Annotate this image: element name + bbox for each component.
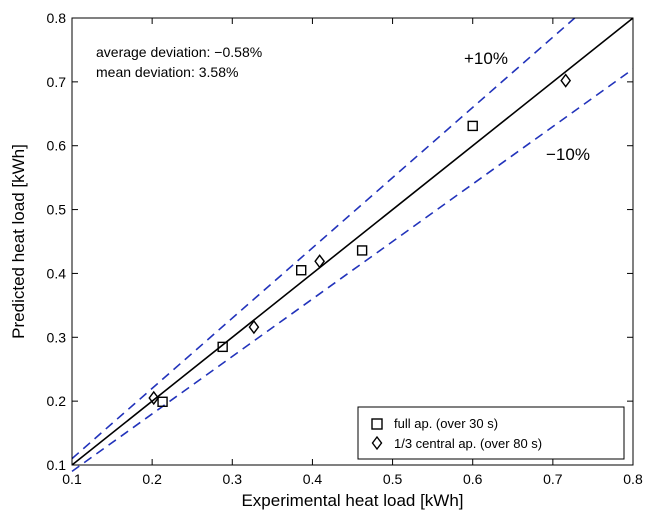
mean-deviation-annotation: mean deviation: 3.58% [96,64,238,80]
x-tick-label: 0.5 [383,471,403,487]
x-tick-label: 0.1 [62,471,82,487]
data-point-square [467,120,478,132]
plot-frame [71,17,634,466]
deviation-bands [71,17,634,473]
x-axis-ticks: 0.1 0.2 0.3 0.4 0.5 0.6 0.7 0.8 [62,18,643,487]
data-point-square [217,341,228,353]
data-points [148,73,572,407]
y-tick-label: 0.8 [47,10,67,26]
data-point-diamond [248,319,260,335]
minus-ten-percent-line [71,68,634,473]
legend: full ap. (over 30 s) 1/3 central ap. (ov… [357,406,625,460]
data-point-diamond [314,254,326,269]
x-tick-label: 0.7 [543,471,563,487]
x-tick-label: 0.6 [463,471,483,487]
x-axis-label: Experimental heat load [kWh] [241,491,463,510]
y-tick-label: 0.5 [47,202,67,218]
data-point-diamond [560,73,572,88]
legend-entry-full-aperture: full ap. (over 30 s) [394,416,498,431]
legend-square-marker [371,418,383,430]
plus-ten-percent-label: +10% [464,49,508,68]
x-tick-label: 0.4 [303,471,323,487]
legend-diamond-marker [371,435,383,451]
y-tick-label: 0.7 [47,74,67,90]
plus-ten-percent-line [71,17,576,460]
data-point-square [356,245,368,256]
y-tick-label: 0.3 [47,329,67,345]
y-tick-label: 0.4 [47,265,67,281]
y-tick-label: 0.6 [47,138,67,154]
y-tick-label: 0.1 [47,457,67,473]
x-tick-label: 0.2 [142,471,162,487]
average-deviation-annotation: average deviation: −0.58% [96,44,262,60]
data-point-diamond [148,390,160,406]
x-tick-label: 0.3 [223,471,243,487]
reference-line [71,17,634,466]
y-axis-label: Predicted heat load [kWh] [9,144,28,339]
y-axis-ticks: 0.1 0.2 0.3 0.4 0.5 0.6 0.7 0.8 [47,10,633,473]
legend-entry-central-aperture: 1/3 central ap. (over 80 s) [394,436,542,451]
data-point-square [296,265,307,276]
y-tick-label: 0.2 [47,393,67,409]
minus-ten-percent-label: −10% [546,145,590,164]
x-tick-label: 0.8 [623,471,643,487]
data-point-square [157,396,168,407]
legend-box [357,406,625,460]
reference-line-group [71,17,634,466]
